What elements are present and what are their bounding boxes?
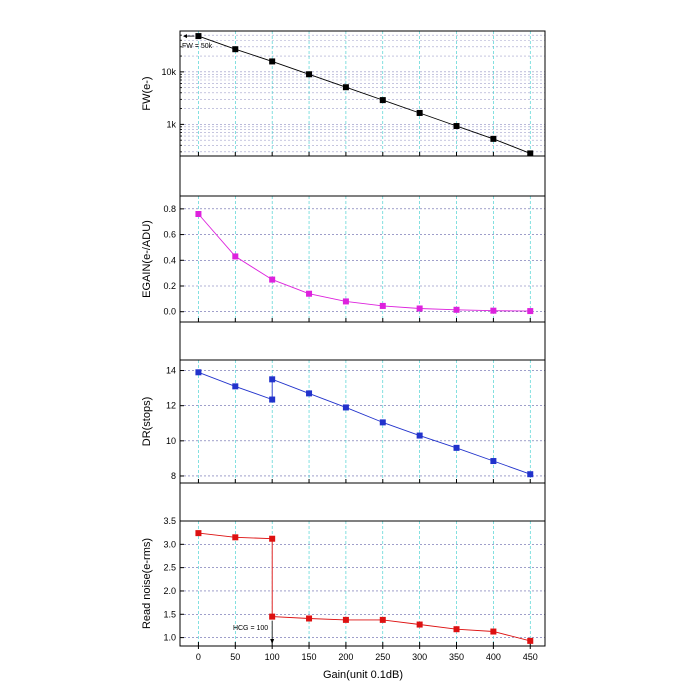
y-tick-label: 2.5 [163, 563, 176, 573]
annotation-label: FW = 50k [182, 43, 213, 50]
y-tick-label: 10 [166, 436, 176, 446]
annotation-arrowhead [183, 34, 187, 39]
x-tick-label: 250 [375, 652, 390, 662]
panel-4: 1.0 1.5 2.0 2.5 3.0 3.5 Read noise(e-rms) HCG =… [141, 516, 546, 662]
data-point [490, 628, 497, 635]
data-point [379, 616, 386, 623]
x-tick-label: 200 [338, 652, 353, 662]
data-point [527, 150, 534, 157]
data-point [269, 396, 276, 403]
x-tick-label: 400 [486, 652, 501, 662]
x-tick-label: 150 [302, 652, 317, 662]
data-point [490, 307, 497, 314]
y-tick-label: 3.5 [163, 516, 176, 526]
data-point [195, 33, 202, 40]
data-point [342, 84, 349, 91]
data-point [195, 211, 202, 217]
y-axis-label: FW(e-) [141, 76, 153, 110]
y-tick-label: 2.0 [163, 586, 176, 596]
data-point [306, 390, 313, 397]
y-tick-label: 1.5 [163, 609, 176, 619]
y-tick-label: 14 [166, 366, 176, 376]
data-point [232, 383, 239, 390]
y-tick-label: 0.6 [163, 230, 176, 240]
data-point [379, 302, 386, 309]
x-tick-label: 300 [412, 652, 427, 662]
data-point [490, 135, 497, 142]
data-point [453, 626, 460, 633]
data-point [453, 306, 460, 313]
x-tick-label: 350 [449, 652, 464, 662]
panel-1: 1k 10k FW(e-) FW = 50k [141, 30, 546, 157]
data-point [342, 404, 349, 411]
y-tick-label: 0.4 [163, 255, 176, 265]
data-point [342, 616, 349, 623]
data-point [416, 109, 423, 116]
data-point [269, 376, 276, 383]
series-line [198, 371, 531, 475]
data-point [416, 305, 423, 312]
panel-frame [179, 195, 546, 323]
data-point [453, 123, 460, 130]
panel-2: 0.0 0.2 0.4 0.6 0.8 EGAIN(e-/ADU) [141, 195, 546, 323]
data-point [232, 253, 239, 260]
data-point [269, 613, 276, 620]
data-point [269, 276, 276, 283]
data-point [232, 46, 239, 53]
data-point [195, 369, 202, 376]
data-point [416, 621, 423, 628]
y-tick-label: 1.0 [163, 633, 176, 643]
x-tick-label: 100 [265, 652, 280, 662]
y-tick-label: 10k [161, 67, 176, 77]
data-point [527, 637, 534, 644]
panel-3: 8 10 12 14 DR(stops) [141, 359, 546, 484]
data-point [306, 71, 313, 78]
x-tick-label: 50 [230, 652, 240, 662]
y-axis-label: EGAIN(e-/ADU) [141, 220, 153, 298]
data-point [453, 444, 460, 451]
data-point [269, 535, 276, 542]
data-point [195, 530, 202, 537]
y-tick-label: 0.0 [163, 307, 176, 317]
y-tick-label: 0.8 [163, 204, 176, 214]
y-tick-label: 8 [171, 471, 176, 481]
y-tick-label: 12 [166, 401, 176, 411]
data-point [527, 308, 534, 315]
data-point [269, 58, 276, 65]
series-line [198, 213, 531, 312]
panel-frame [179, 359, 546, 484]
x-axis-label: Gain(unit 0.1dB) [323, 669, 403, 681]
data-point [490, 458, 497, 465]
x-tick-label: 450 [523, 652, 538, 662]
data-point [527, 471, 534, 478]
y-axis-label: Read noise(e-rms) [141, 538, 153, 629]
data-point [379, 97, 386, 104]
panel-frame [179, 520, 546, 647]
data-point [379, 419, 386, 426]
data-point [306, 290, 313, 297]
chart-panels: 1k 10k FW(e-) FW = 50k 0.0 0.2 0.4 0.6 0.8 EGAIN(… [141, 30, 546, 662]
data-point [342, 298, 349, 305]
y-axis-label: DR(stops) [141, 397, 153, 447]
annotation-arrowhead [270, 639, 275, 644]
x-tick-label: 0 [196, 652, 201, 662]
annotation-label: HCG = 100 [233, 625, 268, 632]
panel-frame [179, 30, 546, 157]
y-tick-label: 0.2 [163, 281, 176, 291]
series-line [198, 35, 531, 154]
data-point [306, 615, 313, 622]
y-tick-label: 1k [166, 119, 176, 129]
y-tick-label: 3.0 [163, 539, 176, 549]
data-point [416, 432, 423, 439]
data-point [232, 534, 239, 541]
